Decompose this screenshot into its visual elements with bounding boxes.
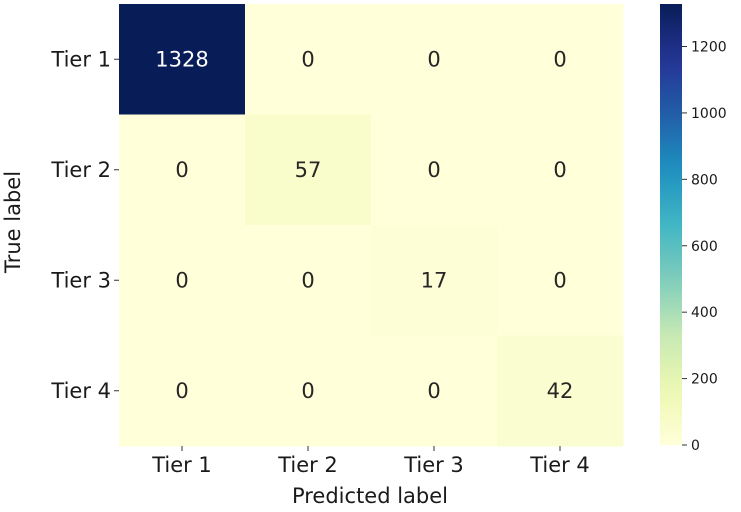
- heatmap-cell-r1-c1: [119, 4, 246, 115]
- x-tick-label-2: Tier 2: [277, 453, 338, 477]
- heatmap-cell-r2-c1: [119, 114, 246, 226]
- cell-value-r3-c2: 0: [301, 268, 314, 292]
- heatmap-cell-r3-c2: [245, 225, 372, 336]
- x-tick-label-1: Tier 1: [151, 453, 212, 477]
- colorbar-tick-label-2: 200: [691, 372, 718, 388]
- colorbar-tick-label-3: 400: [691, 305, 718, 321]
- x-axis-label: Predicted label: [292, 484, 448, 508]
- cell-value-r1-c4: 0: [553, 47, 566, 71]
- y-tick-label-1: Tier 1: [50, 47, 111, 71]
- cell-value-r2-c3: 0: [427, 158, 440, 182]
- colorbar-tick-label-5: 800: [691, 172, 718, 188]
- heatmap-cell-r3-c4: [497, 225, 624, 336]
- heatmap-cell-r2-c4: [497, 114, 624, 226]
- heatmap-cell-r3-c3: [371, 225, 498, 336]
- colorbar-tick-label-4: 600: [691, 239, 718, 255]
- colorbar-tick-label-1: 0: [691, 438, 700, 454]
- cell-value-r3-c4: 0: [553, 268, 566, 292]
- cell-value-r4-c2: 0: [301, 379, 314, 403]
- heatmap-cell-r4-c1: [119, 335, 246, 447]
- y-tick-label-3: Tier 3: [50, 268, 111, 292]
- heatmap-cells: [119, 4, 624, 447]
- x-tick-label-3: Tier 3: [403, 453, 464, 477]
- cell-value-r4-c3: 0: [427, 379, 440, 403]
- heatmap-cell-r4-c2: [245, 335, 372, 447]
- y-axis-label: True label: [1, 171, 25, 274]
- heatmap-cell-r4-c3: [371, 335, 498, 447]
- x-axis-ticks: Tier 1 Tier 2 Tier 3 Tier 4: [151, 446, 590, 477]
- colorbar-tick-label-6: 1000: [691, 106, 727, 122]
- cell-value-r1-c1: 1328: [155, 47, 208, 71]
- colorbar-ticks: 0 200 400 600 800 1000 1200: [682, 40, 727, 454]
- cell-value-r4-c1: 0: [175, 379, 188, 403]
- cell-value-r4-c4: 42: [547, 379, 574, 403]
- y-tick-label-2: Tier 2: [50, 158, 111, 182]
- cell-value-r1-c2: 0: [301, 47, 314, 71]
- cell-value-r2-c4: 0: [553, 158, 566, 182]
- colorbar-tick-label-7: 1200: [691, 40, 727, 56]
- heatmap-cell-r1-c3: [371, 4, 498, 115]
- cell-value-r2-c2: 57: [295, 158, 322, 182]
- heatmap-cell-r1-c4: [497, 4, 624, 115]
- cell-value-r1-c3: 0: [427, 47, 440, 71]
- y-axis-ticks: Tier 1 Tier 2 Tier 3 Tier 4: [50, 47, 119, 403]
- y-tick-label-4: Tier 4: [50, 379, 111, 403]
- colorbar: [660, 4, 682, 445]
- heatmap-cell-r4-c4: [497, 335, 624, 447]
- heatmap-cell-r3-c1: [119, 225, 246, 336]
- cell-value-r3-c1: 0: [175, 268, 188, 292]
- heatmap-cell-labels: 1328 0 0 0 0 57 0 0 0 0 17 0 0 0 0 42: [155, 47, 573, 403]
- cell-value-r3-c3: 17: [421, 268, 448, 292]
- heatmap-cell-r2-c2: [245, 114, 372, 226]
- x-tick-label-4: Tier 4: [529, 453, 590, 477]
- cell-value-r2-c1: 0: [175, 158, 188, 182]
- heatmap-cell-r2-c3: [371, 114, 498, 226]
- heatmap-cell-r1-c2: [245, 4, 372, 115]
